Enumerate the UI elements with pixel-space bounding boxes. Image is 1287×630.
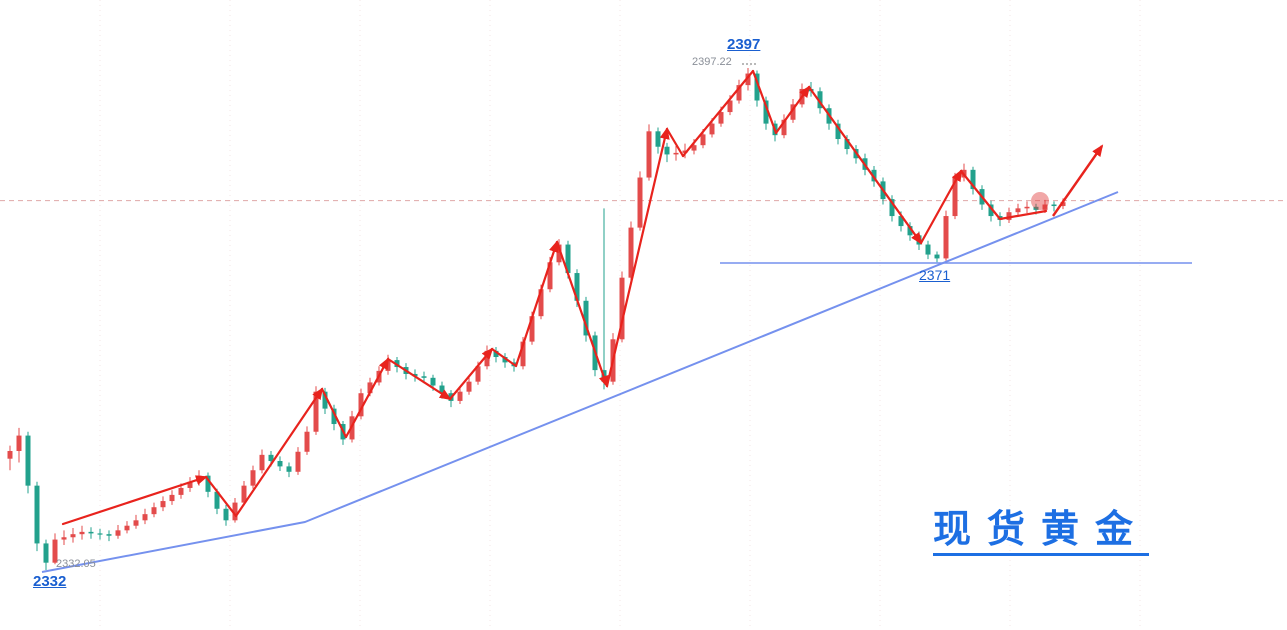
high-price-value: 2397.22 xyxy=(692,56,732,68)
instrument-title: 现货黄金 xyxy=(933,508,1150,556)
support-price-callout: 2371 xyxy=(919,267,951,283)
price-leader-dots xyxy=(742,63,756,65)
high-price-callout: 2397 xyxy=(727,36,761,53)
low-price-value: 2332.05 xyxy=(56,558,96,570)
low-price-callout: 2332 xyxy=(33,573,67,590)
